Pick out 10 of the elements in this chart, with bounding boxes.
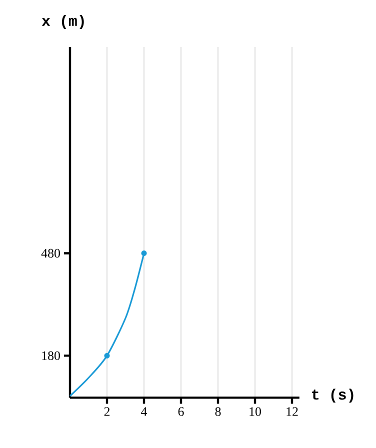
y-tick-label: 480 [41,248,60,258]
x-tick-label: 12 [286,407,298,416]
y-tick-label: 180 [42,351,60,360]
x-tick-label: 6 [178,407,184,416]
x-tick-label: 2 [104,407,110,416]
x-tick-label: 10 [250,407,261,416]
x-tick-label: 8 [215,407,221,416]
x-axis-title: t (s) [312,388,354,403]
y-axis-title: x (m) [42,15,84,29]
x-tick-label: 4 [141,407,148,416]
